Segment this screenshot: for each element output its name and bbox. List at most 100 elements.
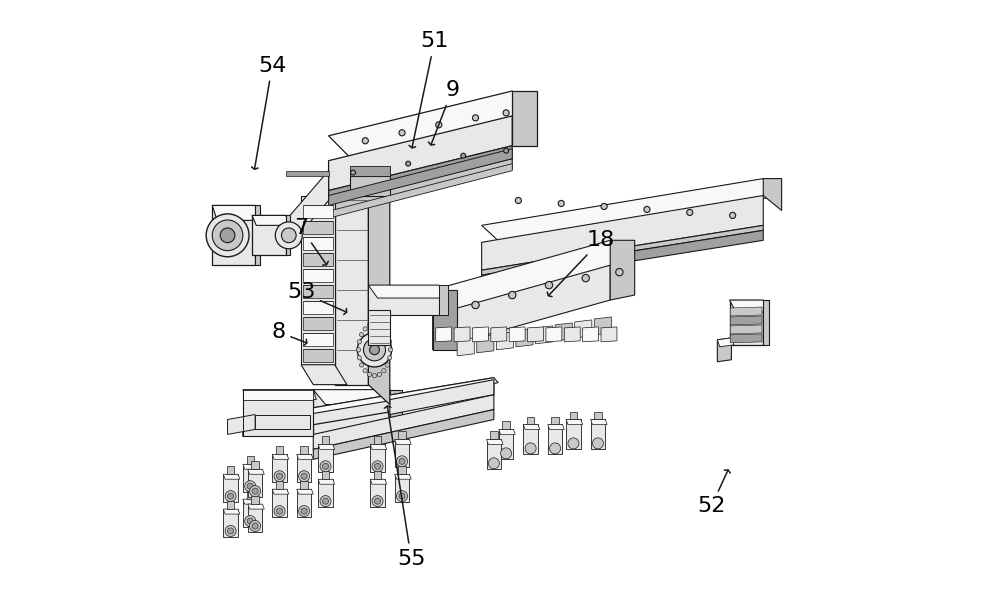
Polygon shape (251, 461, 259, 469)
Polygon shape (575, 320, 592, 338)
Circle shape (501, 448, 512, 459)
Polygon shape (228, 415, 255, 434)
Polygon shape (303, 349, 333, 362)
Polygon shape (536, 326, 553, 344)
Circle shape (299, 506, 310, 517)
Polygon shape (512, 91, 537, 146)
Circle shape (212, 220, 243, 251)
Circle shape (220, 228, 235, 243)
Text: 9: 9 (428, 80, 459, 145)
Circle shape (245, 515, 256, 526)
Polygon shape (255, 205, 260, 265)
Circle shape (687, 209, 693, 215)
Polygon shape (297, 454, 311, 482)
Polygon shape (370, 479, 385, 507)
Polygon shape (252, 215, 286, 255)
Circle shape (367, 323, 372, 327)
Polygon shape (313, 390, 390, 434)
Polygon shape (276, 481, 283, 489)
Circle shape (399, 458, 405, 464)
Polygon shape (390, 390, 402, 434)
Circle shape (382, 368, 386, 373)
Polygon shape (583, 327, 599, 342)
Circle shape (363, 327, 367, 331)
Circle shape (277, 508, 283, 514)
Polygon shape (303, 221, 333, 234)
Polygon shape (566, 419, 581, 450)
Polygon shape (248, 469, 262, 497)
Polygon shape (570, 411, 577, 419)
Circle shape (301, 473, 307, 479)
Circle shape (252, 523, 258, 529)
Polygon shape (272, 454, 287, 482)
Polygon shape (335, 176, 368, 384)
Polygon shape (398, 432, 406, 439)
Circle shape (357, 339, 361, 344)
Polygon shape (248, 469, 264, 474)
Polygon shape (303, 333, 333, 346)
Polygon shape (496, 332, 513, 350)
Circle shape (277, 473, 283, 479)
Polygon shape (482, 178, 782, 242)
Circle shape (225, 525, 236, 536)
Polygon shape (350, 176, 390, 196)
Circle shape (730, 212, 736, 218)
Circle shape (367, 372, 372, 376)
Polygon shape (248, 504, 264, 509)
Polygon shape (223, 509, 240, 514)
Circle shape (582, 274, 589, 282)
Polygon shape (368, 285, 439, 315)
Text: 54: 54 (252, 56, 286, 169)
Circle shape (372, 496, 383, 507)
Polygon shape (591, 419, 605, 450)
Polygon shape (398, 466, 406, 474)
Polygon shape (368, 176, 390, 405)
Circle shape (472, 301, 479, 309)
Polygon shape (730, 307, 762, 316)
Circle shape (545, 282, 553, 289)
Polygon shape (548, 424, 562, 454)
Polygon shape (370, 445, 387, 450)
Circle shape (399, 130, 405, 136)
Polygon shape (433, 290, 457, 350)
Circle shape (228, 493, 234, 499)
Circle shape (644, 207, 650, 213)
Polygon shape (303, 269, 333, 282)
Circle shape (357, 333, 392, 367)
Circle shape (372, 461, 383, 472)
Polygon shape (303, 253, 333, 266)
Polygon shape (303, 317, 333, 330)
Circle shape (385, 333, 390, 337)
Text: 18: 18 (547, 230, 615, 296)
Circle shape (372, 373, 377, 378)
Polygon shape (730, 334, 762, 343)
Circle shape (250, 520, 261, 531)
Text: 7: 7 (294, 218, 328, 265)
Circle shape (461, 153, 466, 158)
Polygon shape (546, 327, 562, 342)
Polygon shape (502, 421, 510, 429)
Polygon shape (555, 323, 572, 341)
Polygon shape (212, 205, 260, 220)
Text: 53: 53 (287, 282, 347, 314)
Circle shape (387, 355, 392, 360)
Circle shape (274, 470, 285, 482)
Polygon shape (286, 215, 290, 255)
Polygon shape (491, 327, 507, 342)
Circle shape (550, 443, 561, 454)
Polygon shape (564, 327, 580, 342)
Polygon shape (717, 338, 734, 347)
Circle shape (472, 115, 479, 121)
Polygon shape (318, 479, 333, 507)
Circle shape (558, 200, 564, 207)
Polygon shape (272, 489, 287, 517)
Polygon shape (610, 240, 635, 300)
Polygon shape (763, 300, 769, 345)
Circle shape (206, 214, 249, 256)
Circle shape (397, 456, 408, 467)
Polygon shape (439, 285, 448, 315)
Polygon shape (730, 300, 769, 312)
Circle shape (377, 323, 382, 327)
Circle shape (357, 355, 361, 360)
Polygon shape (313, 395, 494, 450)
